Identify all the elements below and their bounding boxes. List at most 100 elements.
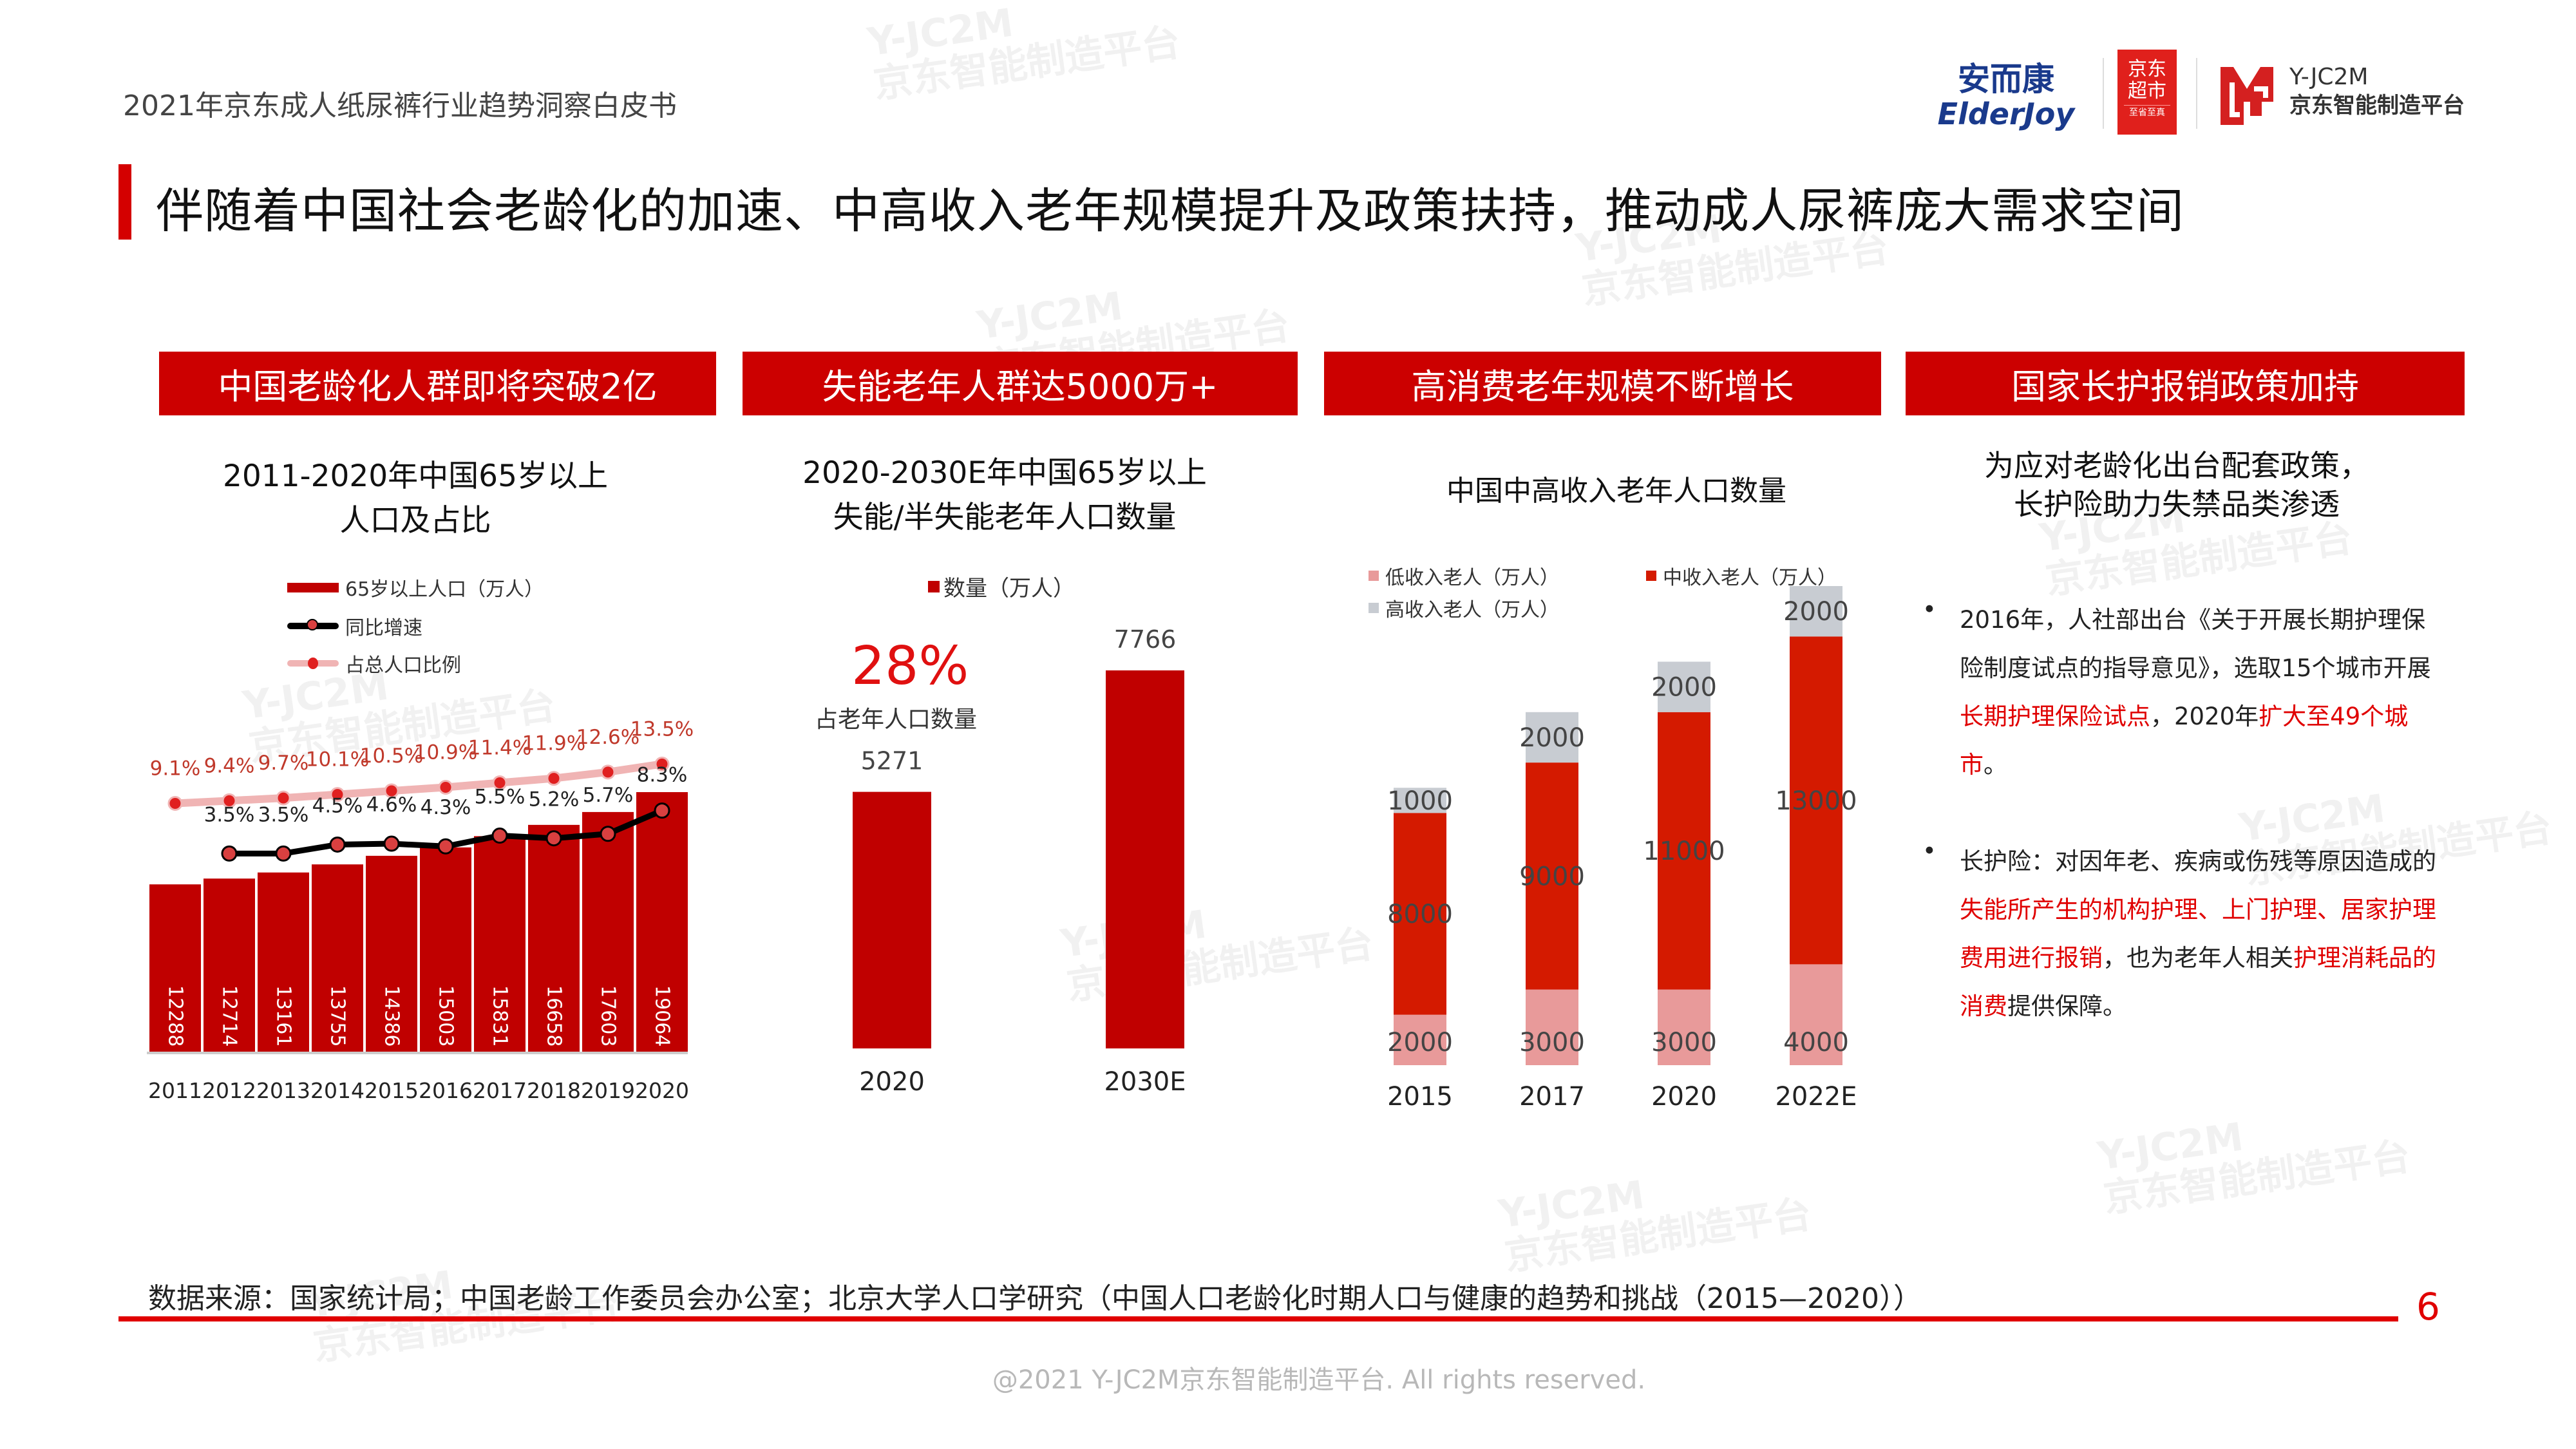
highlighted-text: 扩大至49个城市 [1960,703,2409,779]
x-tick-label: 2018 [527,1078,581,1103]
chart2-legend: 数量（万人） [928,571,1075,602]
bar-2019 [582,811,634,1052]
elderjoy-logo-cn: 安而康 [1958,61,2054,98]
growth-label: 4.3% [421,796,471,819]
jd-logo-line1: 京东 [2128,58,2166,80]
ratio-label: 12.6% [576,726,639,749]
ratio-point [384,783,399,799]
highlighted-text: 长期护理保险试点 [1960,703,2150,730]
x-tick-label: 2012 [202,1078,256,1103]
ratio-label: 11.9% [522,732,585,755]
policy-title-line2: 长护险助力失禁品类渗透 [2014,487,2340,522]
disabled-share-label: 占老年人口数量 [815,706,978,733]
ratio-label: 9.1% [150,757,201,781]
ratio-point [546,771,562,786]
x-tick-label: 2013 [256,1078,310,1103]
ratio-point [654,756,670,772]
legend-swatch [1368,571,1379,581]
page-number: 6 [2416,1285,2440,1329]
yjc2m-logo-en: Y-JC2M [2289,64,2369,90]
ratio-point [492,775,507,791]
bar-value-label: 16658 [543,985,565,1046]
legend-item-high: 高收入老人（万人） [1368,594,1559,622]
bar-2018 [528,824,580,1052]
x-tick-label: 2017 [473,1078,527,1103]
ratio-point [276,790,291,806]
bar-segment-low-2017 [1526,989,1578,1065]
policy-paragraph-2: 长护险：对因年老、疾病或伤残等原因造成的失能所产生的机构护理、上门护理、居家护理… [1960,837,2449,1030]
x-tick-label: 2030E [1104,1067,1186,1097]
bar-value-label: 19064 [651,985,674,1046]
paragraph-text: 长护险：对因年老、疾病或伤残等原因造成的 [1960,848,2436,875]
yjc2m-logo-icon [2218,63,2276,125]
x-tick-label: 2022E [1775,1082,1857,1112]
chart2-title-line1: 2020-2030E年中国65岁以上 [802,455,1207,491]
legend-swatch [1368,603,1379,613]
bar-2015 [366,855,417,1052]
legend-swatch-line-black [287,619,339,630]
bar-value-label: 7766 [1114,625,1177,654]
x-tick-label: 2020 [859,1067,925,1097]
paragraph-text: ，也为老年人相关 [2103,944,2293,972]
bar-segment-mid-2020 [1658,712,1710,990]
segment-value-label: 11000 [1643,837,1725,866]
chart1-legend: 65岁以上人口（万人） 同比增速 占总人口比例 [287,574,544,677]
bar-segment-low-2015 [1394,1014,1446,1065]
growth-point [600,826,616,842]
growth-label: 5.5% [475,786,526,809]
section-header-policy: 国家长护报销政策加持 [1906,352,2465,415]
x-tick-label: 2015 [1387,1082,1453,1112]
legend-swatch-bar [287,582,339,592]
paragraph-text: ，2020年 [2150,703,2259,730]
data-source: 数据来源：国家统计局；中国老龄工作委员会办公室；北京大学人口学研究（中国人口老龄… [148,1282,1922,1315]
segment-value-label: 1000 [1387,786,1453,816]
bar-2020 [853,791,931,1048]
ratio-point [222,793,237,808]
x-tick-label: 2019 [581,1078,635,1103]
bar-segment-high-2020 [1658,661,1710,712]
chart2-title-line2: 失能/半失能老年人口数量 [833,500,1177,535]
chart2-title: 2020-2030E年中国65岁以上 失能/半失能老年人口数量 [747,451,1262,540]
legend-item-mid: 中收入老人（万人） [1646,562,1837,590]
bar-segment-high-2022E [1790,586,1842,637]
growth-label: 4.6% [366,793,417,817]
x-tick-label: 2014 [310,1078,365,1103]
highlighted-text: 护理消耗品的消费 [1960,944,2436,1020]
bar-2020 [636,792,688,1052]
growth-point [329,836,346,853]
legend-item-population: 65岁以上人口（万人） [287,574,544,601]
copyright: @2021 Y-JC2M京东智能制造平台. All rights reserve… [992,1365,1646,1395]
growth-point [545,830,562,847]
bar-value-label: 12288 [164,985,187,1046]
bar-segment-mid-2017 [1526,762,1578,990]
legend-swatch [1646,571,1656,581]
x-tick-label: 2020 [635,1078,689,1103]
bar-2014 [312,864,363,1052]
bullet-icon: • [1922,837,1937,865]
bar-value-label: 12714 [218,985,241,1046]
growth-label: 3.5% [204,803,255,826]
legend-label: 低收入老人（万人） [1385,567,1559,589]
ratio-label: 9.7% [258,752,309,775]
footer-divider [118,1316,2398,1321]
growth-point [383,835,400,852]
segment-value-label: 2000 [1387,1028,1453,1057]
bar-segment-mid-2022E [1790,636,1842,965]
bar-value-label: 13161 [272,985,295,1046]
x-tick-label: 2020 [1651,1082,1717,1112]
section-header-disabled: 失能老年人群达5000万+ [743,352,1298,415]
paragraph-text: 。 [1984,751,2007,779]
elderjoy-logo: 安而康 ElderJoy [1922,61,2090,132]
bar-value-label: 15831 [489,985,511,1046]
growth-point [491,828,508,844]
ratio-point [330,787,345,802]
bar-value-label: 14386 [381,985,403,1046]
paragraph-text: 提供保障。 [2007,992,2126,1020]
jd-logo-line2: 超市 [2128,80,2166,102]
growth-label: 5.2% [529,788,580,811]
disabled-share-value: 28% [851,636,969,697]
growth-point [654,802,670,819]
